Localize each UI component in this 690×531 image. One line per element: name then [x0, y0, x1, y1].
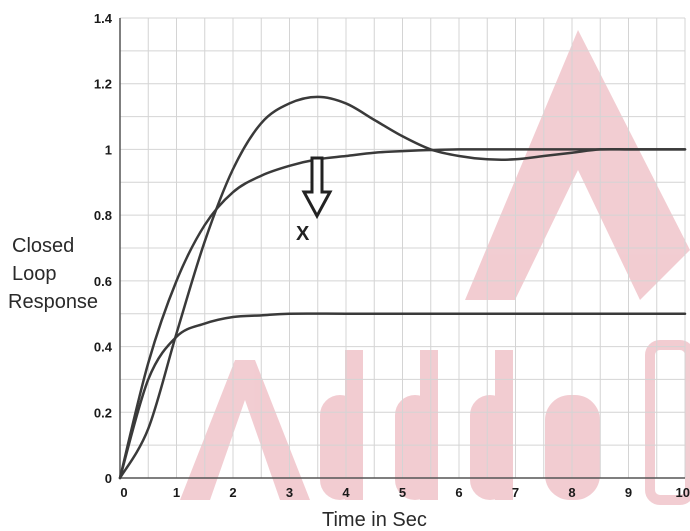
y-axis-label-line-3: Response — [8, 291, 98, 313]
watermark-logo — [180, 30, 690, 505]
y-tick-label: 1 — [105, 142, 112, 157]
x-tick-label: 4 — [342, 485, 350, 500]
y-tick-label: 0.2 — [94, 405, 112, 420]
y-tick-label: 0.8 — [94, 208, 112, 223]
x-tick-label: 0 — [120, 485, 127, 500]
grid — [119, 17, 686, 479]
y-axis-label: Closed Loop Response — [8, 235, 98, 313]
x-tick-labels: 0 1 2 3 4 5 6 7 8 9 10 — [120, 485, 690, 500]
y-tick-label: 1.2 — [94, 77, 112, 92]
x-tick-label: 8 — [568, 485, 575, 500]
x-axis-label: Time in Sec — [322, 509, 427, 531]
annotation-arrow — [301, 156, 333, 220]
y-tick-label: 0 — [105, 471, 112, 486]
watermark-lettering — [180, 340, 690, 505]
series-line-3 — [118, 312, 687, 480]
y-axis-label-line-2: Loop — [12, 263, 57, 285]
watermark-triangle — [465, 30, 690, 300]
y-tick-label: 1.4 — [94, 11, 113, 26]
x-tick-label: 6 — [455, 485, 462, 500]
y-tick-label: 0.6 — [94, 274, 112, 289]
x-tick-label: 10 — [676, 485, 690, 500]
annotation-label: X — [296, 223, 310, 245]
axes — [119, 18, 685, 479]
x-tick-label: 9 — [625, 485, 632, 500]
x-tick-label: 5 — [399, 485, 406, 500]
y-tick-label: 0.4 — [94, 340, 113, 355]
x-tick-label: 7 — [512, 485, 519, 500]
y-axis-label-line-1: Closed — [12, 235, 74, 257]
x-tick-label: 1 — [173, 485, 180, 500]
x-tick-label: 2 — [229, 485, 236, 500]
x-tick-label: 3 — [286, 485, 293, 500]
y-tick-labels: 0 0.2 0.4 0.6 0.8 1 1.2 1.4 — [94, 11, 113, 486]
